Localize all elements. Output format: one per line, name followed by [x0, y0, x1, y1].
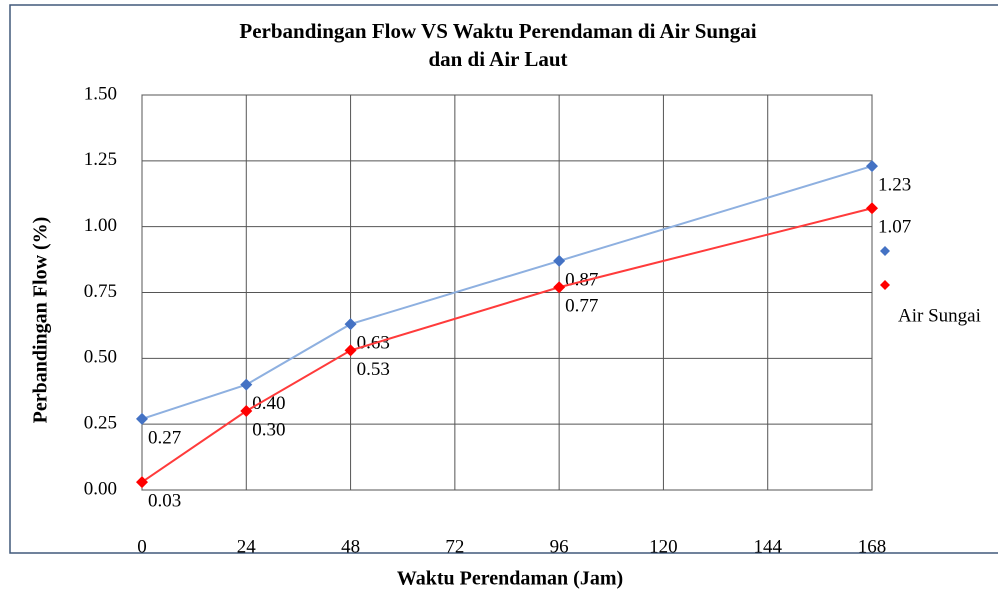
y-tick-label: 0.25 [84, 413, 117, 434]
data-point [240, 378, 253, 391]
y-tick-label: 0.75 [84, 281, 117, 302]
data-label: 0.40 [252, 393, 285, 414]
data-point [866, 202, 878, 215]
data-label: 0.27 [148, 427, 181, 448]
x-tick-label: 144 [753, 536, 782, 557]
y-tick-label: 0.50 [84, 347, 117, 368]
data-label: 0.53 [357, 359, 390, 380]
data-point [136, 412, 148, 425]
data-point [344, 318, 357, 331]
data-point [344, 344, 357, 357]
y-tick-label: 0.00 [84, 478, 117, 499]
y-tick-label: 1.50 [84, 83, 117, 104]
data-point [553, 254, 566, 267]
x-tick-label: 72 [445, 536, 464, 557]
data-point [240, 405, 253, 417]
data-point [553, 281, 566, 294]
data-point [866, 160, 878, 173]
data-point [136, 476, 148, 489]
chart-title: dan di Air Laut [428, 47, 567, 71]
legend-label: Air Sungai [898, 305, 981, 326]
legend-marker [880, 280, 890, 290]
y-axis-title: Perbandingan Flow (%) [30, 217, 52, 424]
data-label: 0.77 [565, 296, 598, 317]
data-label: 1.07 [878, 217, 911, 238]
legend-marker [880, 246, 890, 256]
data-label: 0.03 [148, 490, 181, 511]
x-tick-label: 120 [649, 536, 678, 557]
data-label: 0.87 [565, 269, 598, 290]
chart-frame [9, 4, 998, 554]
x-tick-label: 24 [237, 536, 257, 557]
x-tick-label: 96 [550, 536, 569, 557]
x-tick-label: 168 [858, 536, 887, 557]
x-tick-label: 0 [137, 536, 147, 557]
x-axis-title: Waktu Perendaman (Jam) [397, 568, 623, 590]
chart-title: Perbandingan Flow VS Waktu Perendaman di… [239, 19, 756, 43]
x-tick-label: 48 [341, 536, 360, 557]
y-tick-label: 1.25 [84, 149, 117, 170]
trend-line [141, 207, 873, 483]
data-label: 0.30 [252, 419, 285, 440]
y-tick-label: 1.00 [84, 215, 117, 236]
data-label: 1.23 [878, 174, 911, 195]
